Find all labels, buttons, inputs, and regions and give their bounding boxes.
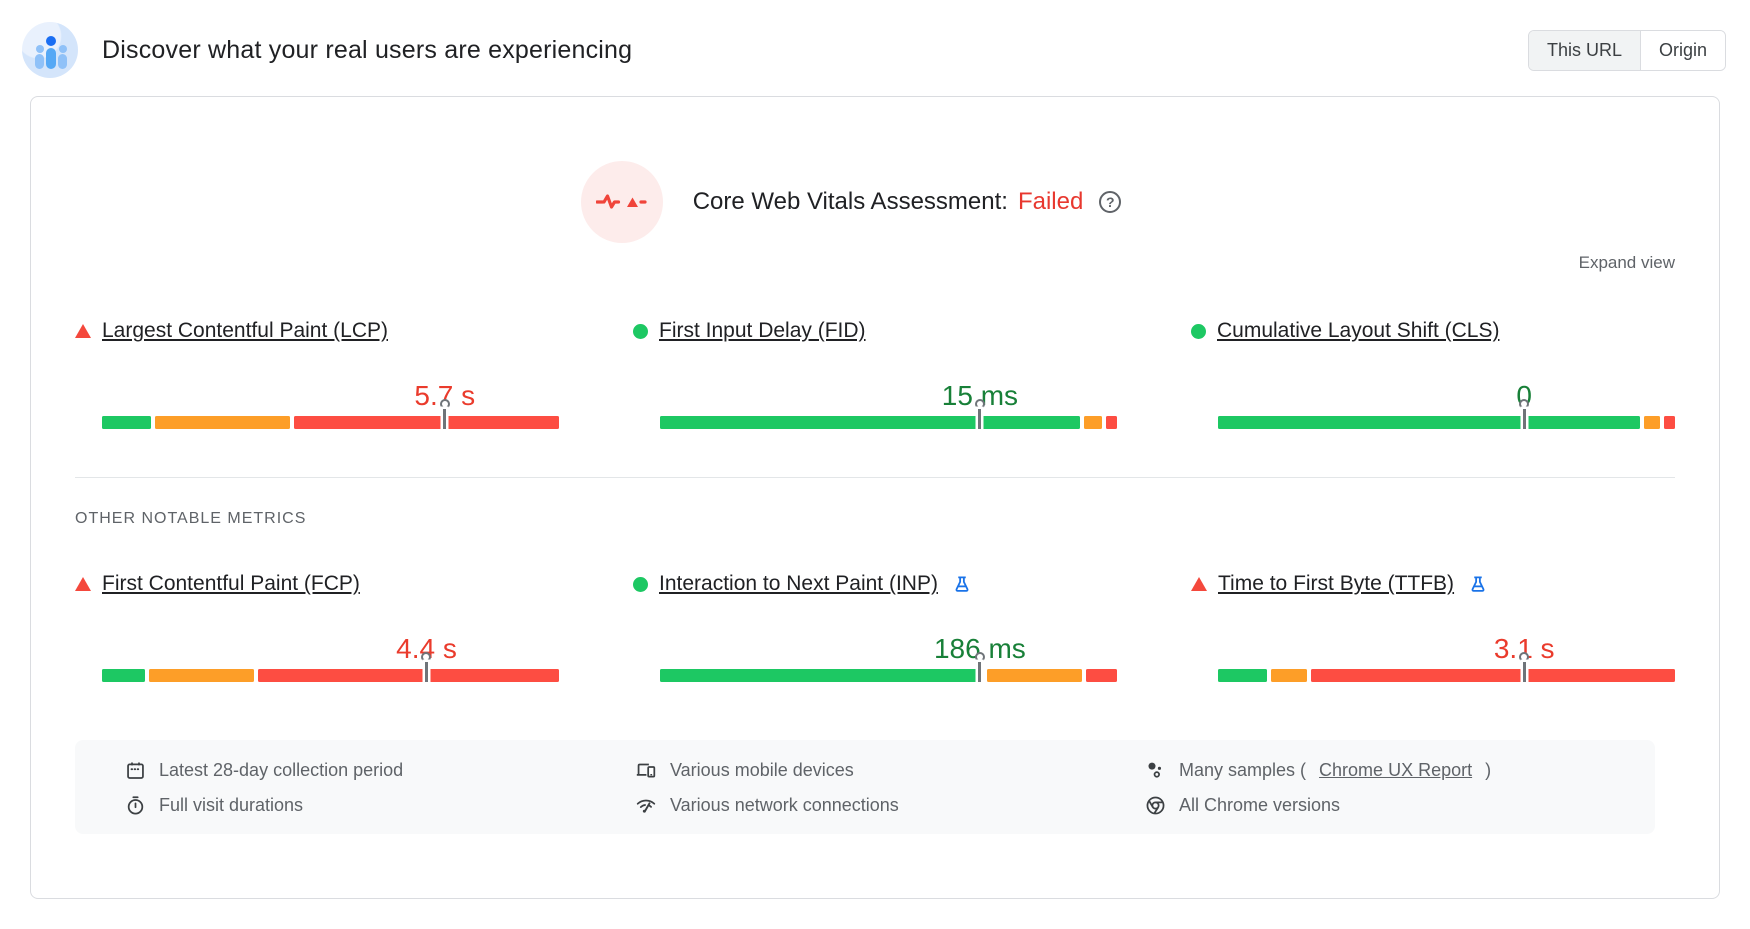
- fid-status-icon: [633, 323, 648, 339]
- devices-text: Various mobile devices: [670, 760, 854, 780]
- metric-cls: Cumulative Layout Shift (CLS) 0: [1191, 319, 1675, 429]
- page-header: Discover what your real users are experi…: [0, 0, 1750, 88]
- inp-status-icon: [633, 576, 648, 592]
- data-context-bar: Latest 28-day collection period Various …: [75, 740, 1655, 834]
- logo-figure: [35, 54, 44, 69]
- url-origin-toggle: This URL Origin: [1527, 29, 1726, 71]
- metric-lcp: Largest Contentful Paint (LCP) 5.7 s: [75, 319, 559, 429]
- samples-text: Many samples (: [1179, 760, 1307, 780]
- network-text: Various network connections: [670, 795, 899, 815]
- fid-gauge-bar: [660, 399, 1117, 429]
- cls-gauge-bar: [1218, 399, 1675, 429]
- ttfb-gauge-bar: [1218, 652, 1675, 682]
- lcp-link[interactable]: Largest Contentful Paint (LCP): [102, 319, 388, 342]
- fcp-gauge-bar: [102, 652, 559, 682]
- chrome-versions-text: All Chrome versions: [1179, 795, 1341, 815]
- ttfb-link[interactable]: Time to First Byte (TTFB): [1218, 572, 1455, 595]
- core-web-vitals-grid: Largest Contentful Paint (LCP) 5.7 s Fir…: [75, 319, 1675, 429]
- visit-durations-info: Full visit durations: [125, 795, 635, 816]
- cwv-assessment-label: Core Web Vitals Assessment:: [692, 188, 1008, 215]
- section-divider: [75, 477, 1675, 478]
- other-metrics-label: OTHER NOTABLE METRICS: [75, 510, 307, 527]
- fcp-status-icon: [75, 577, 91, 591]
- help-icon[interactable]: ?: [1099, 191, 1122, 213]
- devices-icon: [635, 760, 657, 781]
- metric-ttfb: Time to First Byte (TTFB) 3.1 s: [1191, 572, 1675, 682]
- inp-gauge-bar: [660, 652, 1118, 682]
- logo-figure: [58, 54, 67, 69]
- crux-report-link[interactable]: Chrome UX Report: [1319, 760, 1473, 780]
- expand-view-link[interactable]: Expand view: [1578, 253, 1675, 272]
- network-icon: [635, 795, 657, 816]
- field-data-card: Core Web Vitals Assessment: Failed ? Exp…: [30, 96, 1720, 899]
- cwv-assessment-status: Failed: [1017, 188, 1084, 215]
- inp-link[interactable]: Interaction to Next Paint (INP): [659, 572, 938, 595]
- metric-fcp: First Contentful Paint (FCP) 4.4 s: [75, 572, 559, 682]
- experiment-flask-icon[interactable]: [1469, 575, 1487, 594]
- ttfb-status-icon: [1191, 577, 1207, 591]
- cwv-assessment-title: Core Web Vitals Assessment: Failed ?: [693, 188, 1122, 216]
- crux-logo-icon: [22, 22, 78, 78]
- visit-durations-text: Full visit durations: [159, 795, 304, 815]
- metric-fid: First Input Delay (FID) 15 ms: [633, 319, 1117, 429]
- page-title: Discover what your real users are experi…: [102, 35, 633, 64]
- lcp-status-icon: [75, 324, 91, 338]
- samples-text-suffix: ): [1485, 760, 1492, 780]
- chrome-icon: [1145, 795, 1166, 816]
- metric-inp: Interaction to Next Paint (INP) 186 ms: [633, 572, 1118, 682]
- fcp-link[interactable]: First Contentful Paint (FCP): [102, 572, 360, 595]
- cwv-assessment-header: Core Web Vitals Assessment: Failed ?: [51, 161, 1651, 243]
- expand-row: Expand view: [75, 253, 1675, 273]
- fid-link[interactable]: First Input Delay (FID): [659, 319, 866, 342]
- collection-period-info: Latest 28-day collection period: [125, 760, 635, 781]
- pulse-icon: [580, 161, 663, 243]
- cls-link[interactable]: Cumulative Layout Shift (CLS): [1217, 319, 1500, 342]
- logo-figure: [46, 48, 56, 69]
- experiment-flask-icon[interactable]: [953, 575, 971, 594]
- stopwatch-icon: [125, 795, 146, 816]
- chrome-versions-info: All Chrome versions: [1145, 795, 1655, 816]
- network-info: Various network connections: [635, 795, 1145, 816]
- devices-info: Various mobile devices: [635, 760, 1145, 781]
- calendar-icon: [125, 760, 146, 781]
- toggle-origin[interactable]: Origin: [1639, 30, 1725, 70]
- samples-icon: [1145, 760, 1166, 781]
- other-metrics-grid: First Contentful Paint (FCP) 4.4 s Inter…: [75, 572, 1675, 682]
- cls-status-icon: [1191, 323, 1206, 339]
- collection-period-text: Latest 28-day collection period: [159, 760, 404, 780]
- toggle-this-url[interactable]: This URL: [1528, 30, 1640, 70]
- lcp-gauge-bar: [102, 399, 559, 429]
- samples-info: Many samples ( Chrome UX Report): [1145, 760, 1655, 781]
